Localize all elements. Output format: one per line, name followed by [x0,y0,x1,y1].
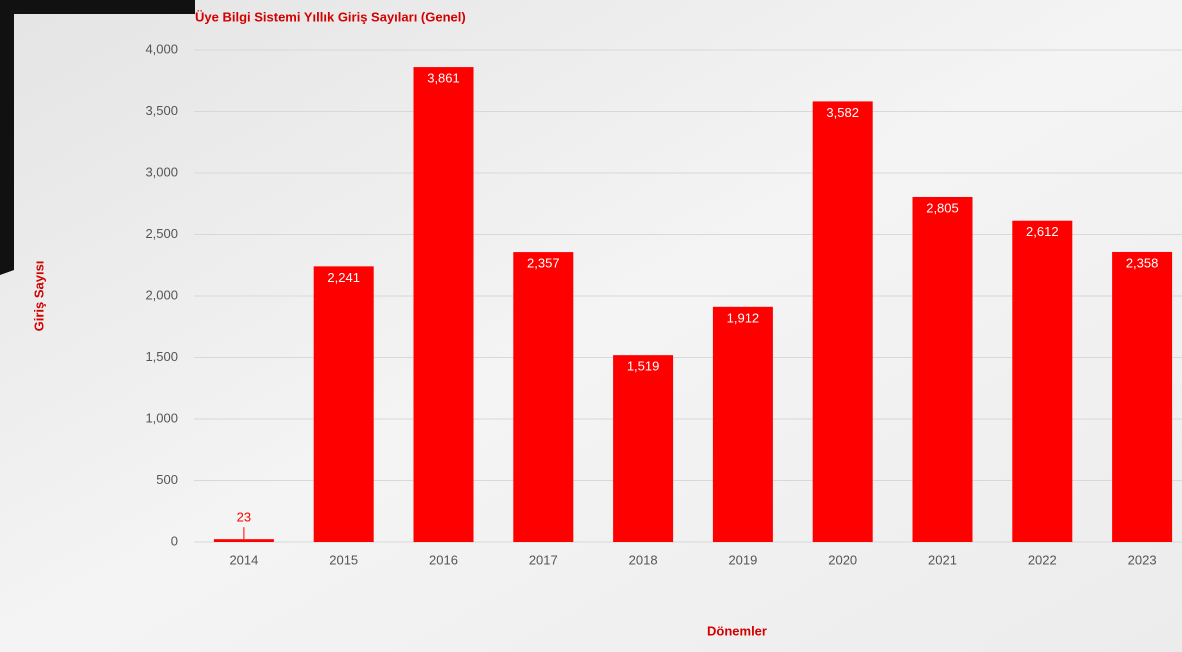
y-tick-label: 4,000 [145,41,178,56]
y-tick-label: 1,500 [145,349,178,364]
x-tick-label: 2023 [1128,552,1157,567]
bar [912,196,973,543]
y-tick-label: 2,000 [145,287,178,302]
value-label: 2,241 [327,270,360,285]
y-tick-label: 3,000 [145,164,178,179]
y-tick-label: 0 [171,533,178,548]
value-label: 2,357 [527,256,560,271]
chart-title: Üye Bilgi Sistemi Yıllık Giriş Sayıları … [195,9,466,24]
value-label: 3,861 [427,71,460,86]
x-tick-label: 2017 [529,552,558,567]
bar [213,539,274,542]
x-tick-label: 2021 [928,552,957,567]
value-label: 1,912 [727,310,760,325]
y-tick-label: 1,000 [145,410,178,425]
bar [1012,220,1073,542]
y-tick-label: 2,500 [145,226,178,241]
value-label: 1,519 [627,359,660,374]
bar [812,101,873,542]
y-tick-label: 500 [156,472,178,487]
x-tick-label: 2016 [429,552,458,567]
bar [313,266,374,542]
value-label: 2,612 [1026,224,1059,239]
value-label: 3,582 [826,105,859,120]
value-label: 23 [237,510,251,525]
x-tick-label: 2019 [728,552,757,567]
bar [413,67,474,543]
x-tick-label: 2020 [828,552,857,567]
x-axis-label: Dönemler [707,623,767,638]
x-tick-label: 2018 [629,552,658,567]
bar [1112,251,1173,542]
x-tick-label: 2022 [1028,552,1057,567]
x-tick-label: 2014 [229,552,258,567]
bar [513,252,574,543]
y-tick-label: 3,500 [145,103,178,118]
bar [613,355,674,542]
value-label: 2,805 [926,200,959,215]
bar [712,306,773,542]
y-axis-label: Giriş Sayısı [31,261,46,332]
value-label: 2,358 [1126,255,1159,270]
x-tick-label: 2015 [329,552,358,567]
